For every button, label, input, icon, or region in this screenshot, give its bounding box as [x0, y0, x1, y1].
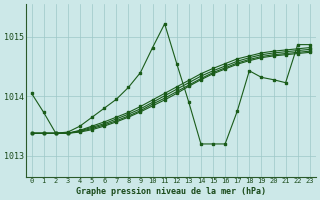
- X-axis label: Graphe pression niveau de la mer (hPa): Graphe pression niveau de la mer (hPa): [76, 187, 266, 196]
